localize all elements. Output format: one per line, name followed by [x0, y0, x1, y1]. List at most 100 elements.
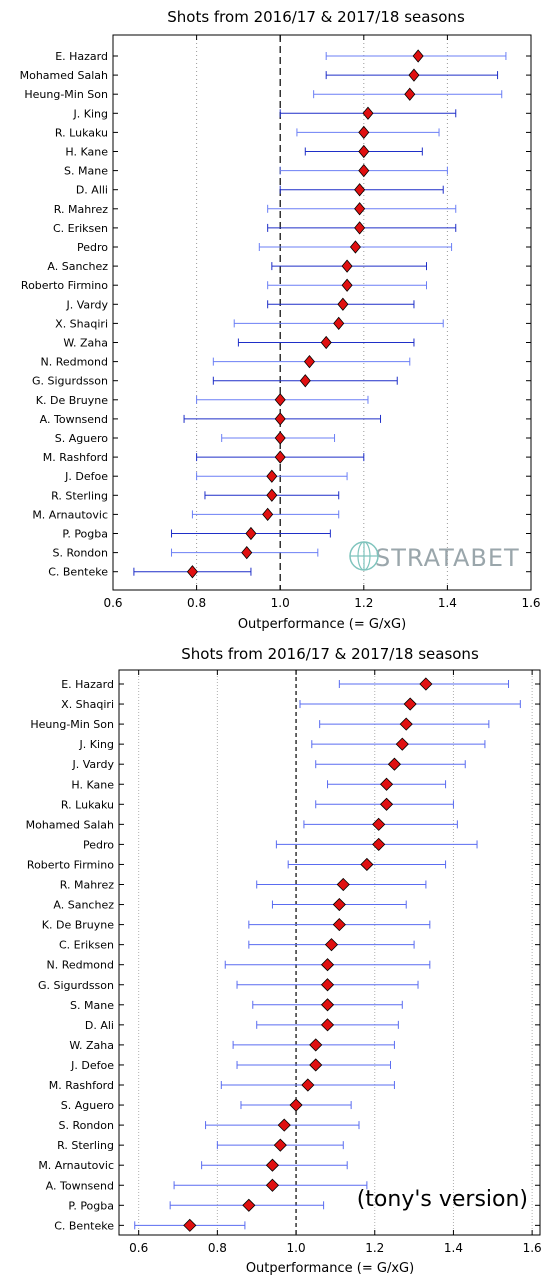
chart-top-xlabel: Outperformance (= G/xG)	[238, 617, 406, 632]
chart-top: Shots from 2016/17 & 2017/18 seasons Out…	[20, 8, 541, 632]
value-marker	[277, 1118, 291, 1132]
value-marker	[354, 221, 366, 235]
player-label: W. Zaha	[63, 337, 108, 350]
value-marker	[403, 697, 417, 711]
value-marker	[332, 897, 346, 912]
player-label: D. Alli	[76, 184, 108, 197]
player-label: J. King	[73, 107, 108, 120]
value-marker	[320, 978, 335, 992]
value-marker	[387, 757, 401, 771]
player-label: H. Kane	[71, 778, 114, 791]
player-label: J. Vardy	[72, 758, 115, 771]
x-tick-label: 1.2	[354, 596, 373, 610]
player-label: J. Defoe	[70, 1059, 114, 1072]
value-marker	[354, 183, 366, 197]
value-marker	[274, 431, 286, 445]
value-marker	[320, 998, 335, 1012]
x-tick-label: 0.6	[103, 596, 122, 610]
value-marker	[354, 202, 366, 216]
player-label: Pedro	[83, 838, 114, 851]
x-tick-label: 1.0	[287, 1241, 306, 1255]
chart-bottom-annotation: (tony's version)	[357, 1187, 528, 1212]
value-marker	[273, 1138, 287, 1152]
player-label: W. Zaha	[69, 1039, 114, 1052]
player-label: R. Mahrez	[54, 203, 108, 216]
player-label: G. Sigurdsson	[38, 979, 114, 992]
value-marker	[358, 163, 370, 178]
chart-bottom-xlabel: Outperformance (= G/xG)	[246, 1261, 414, 1276]
value-marker	[242, 1198, 256, 1212]
value-marker	[358, 125, 370, 140]
value-marker	[349, 240, 361, 254]
value-marker	[404, 87, 416, 101]
value-marker	[183, 1218, 197, 1232]
player-label: H. Kane	[65, 146, 108, 159]
value-marker	[408, 68, 420, 82]
value-marker	[320, 335, 332, 350]
player-label: S. Mane	[70, 999, 114, 1012]
player-label: K. De Bruyne	[36, 394, 108, 407]
value-marker	[299, 374, 311, 388]
player-label: A. Townsend	[40, 413, 108, 426]
x-tick-label: 1.0	[271, 596, 290, 610]
player-label: M. Arnautovic	[32, 508, 108, 521]
plot-frame	[112, 34, 532, 591]
player-label: S. Aguero	[61, 1099, 115, 1112]
plot-frame	[118, 669, 541, 1236]
player-label: P. Pogba	[62, 528, 108, 541]
player-label: R. Sterling	[57, 1139, 114, 1152]
stratabet-globe-icon	[349, 541, 379, 571]
value-marker	[309, 1058, 323, 1072]
player-label: A. Sanchez	[47, 260, 108, 273]
x-tick-label: 0.8	[187, 596, 206, 610]
player-label: R. Sterling	[51, 489, 108, 502]
x-tick-label: 1.6	[523, 1241, 542, 1255]
chart-bottom-title: Shots from 2016/17 & 2017/18 seasons	[181, 645, 479, 663]
value-marker	[341, 259, 353, 273]
value-marker	[337, 297, 349, 311]
value-marker	[324, 938, 339, 952]
player-label: Heung-Min Son	[24, 88, 108, 101]
player-label: G. Sigurdsson	[32, 375, 108, 388]
value-marker	[274, 412, 286, 426]
value-marker	[274, 450, 286, 464]
value-marker	[333, 316, 345, 331]
value-marker	[262, 507, 274, 522]
player-label: S. Mane	[64, 165, 108, 178]
player-label: A. Sanchez	[53, 899, 114, 912]
value-marker	[362, 106, 374, 120]
player-label: Roberto Firmino	[21, 279, 108, 292]
value-marker	[372, 837, 386, 851]
player-label: D. Ali	[85, 1019, 114, 1032]
x-tick-label: 0.8	[208, 1241, 227, 1255]
player-label: C. Eriksen	[53, 222, 108, 235]
player-label: S. Rondon	[52, 547, 108, 560]
chart-top-watermark: STRATABET	[375, 544, 520, 572]
player-label: S. Aguero	[55, 432, 109, 445]
player-label: M. Rashford	[49, 1079, 114, 1092]
chart-top-title: Shots from 2016/17 & 2017/18 seasons	[167, 8, 465, 26]
x-tick-label: 0.6	[129, 1241, 148, 1255]
value-marker	[274, 393, 286, 407]
player-label: J. King	[79, 738, 114, 751]
value-marker	[419, 677, 433, 691]
value-marker	[360, 857, 374, 872]
player-label: Heung-Min Son	[30, 718, 114, 731]
player-label: K. De Bruyne	[42, 919, 114, 932]
value-marker	[412, 49, 424, 63]
player-label: J. Vardy	[66, 298, 109, 311]
value-marker	[399, 717, 413, 731]
player-label: E. Hazard	[55, 50, 108, 63]
value-marker	[266, 469, 278, 483]
value-marker	[358, 144, 370, 159]
value-marker	[266, 488, 278, 502]
value-marker	[241, 545, 253, 560]
value-marker	[265, 1158, 280, 1172]
value-marker	[379, 777, 394, 791]
value-marker	[265, 1178, 280, 1192]
player-label: C. Eriksen	[59, 939, 114, 952]
value-marker	[245, 526, 257, 541]
value-marker	[320, 958, 335, 972]
player-label: N. Redmond	[46, 959, 114, 972]
